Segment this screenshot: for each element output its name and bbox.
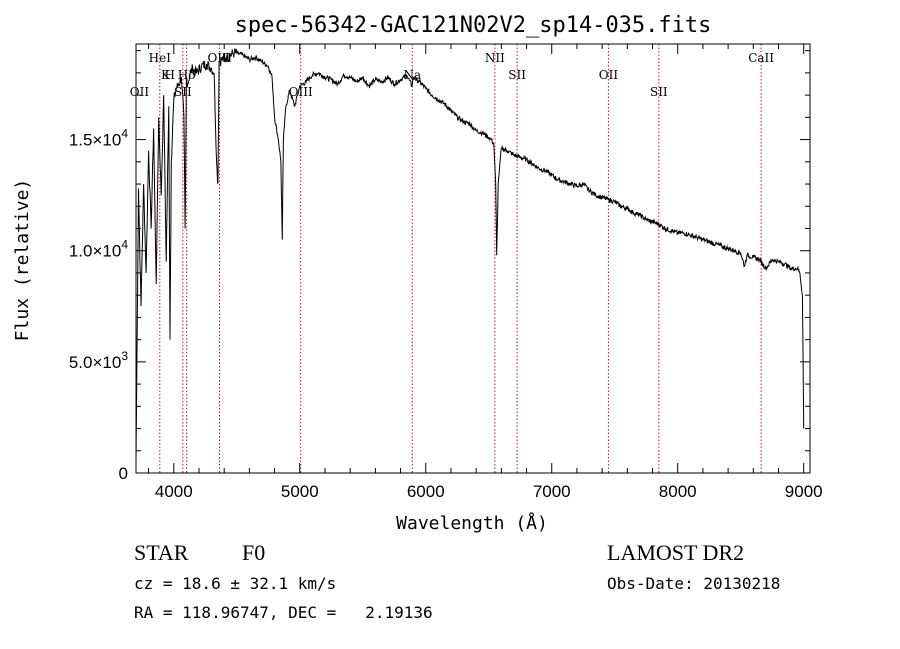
x-tick-label: 8000 — [659, 482, 697, 501]
line-label: K — [161, 68, 171, 82]
emission-line-markers — [159, 44, 762, 473]
chart-title: spec-56342-GAC121N02V2_sp14-035.fits — [235, 13, 712, 38]
x-tick-label: 7000 — [533, 482, 571, 501]
line-label: OIII — [289, 85, 313, 99]
x-tick-label: 4000 — [155, 482, 193, 501]
line-label: H — [165, 68, 175, 82]
x-tick-label: 6000 — [407, 482, 445, 501]
line-label: OIII — [207, 51, 231, 65]
obs-date-text: Obs-Date: 20130218 — [607, 574, 781, 593]
spectrum-line — [135, 48, 805, 462]
redshift-text: cz = 18.6 ± 32.1 km/s — [134, 574, 337, 593]
y-tick-label: 0 — [119, 464, 128, 483]
object-class: STAR — [134, 540, 189, 565]
line-label: HeI — [149, 51, 172, 65]
survey-name: LAMOST DR2 — [607, 540, 745, 565]
line-label: SII — [508, 68, 526, 82]
x-axis: 4000 5000 6000 7000 8000 9000 — [148, 44, 823, 501]
object-subclass: F0 — [242, 540, 266, 565]
line-label: CaII — [748, 51, 774, 65]
line-label: SII — [650, 85, 668, 99]
coordinates-text: RA = 118.96747, DEC = 2.19136 — [134, 603, 433, 622]
line-label: NII — [485, 51, 505, 65]
y-axis-label: Flux (relative) — [12, 179, 33, 342]
y-tick-label: 1.0×104 — [69, 238, 128, 261]
plot-frame — [135, 43, 811, 474]
x-axis-label: Wavelength (Å) — [396, 512, 548, 534]
line-label: OII — [130, 85, 150, 99]
y-axis: 0 5.0×103 1.0×104 1.5×104 — [69, 50, 810, 483]
x-tick-label: 5000 — [281, 482, 319, 501]
x-tick-label: 9000 — [785, 482, 823, 501]
line-label: OII — [599, 68, 619, 82]
y-tick-label: 1.5×104 — [69, 127, 128, 150]
y-tick-label: 5.0×103 — [69, 349, 128, 372]
